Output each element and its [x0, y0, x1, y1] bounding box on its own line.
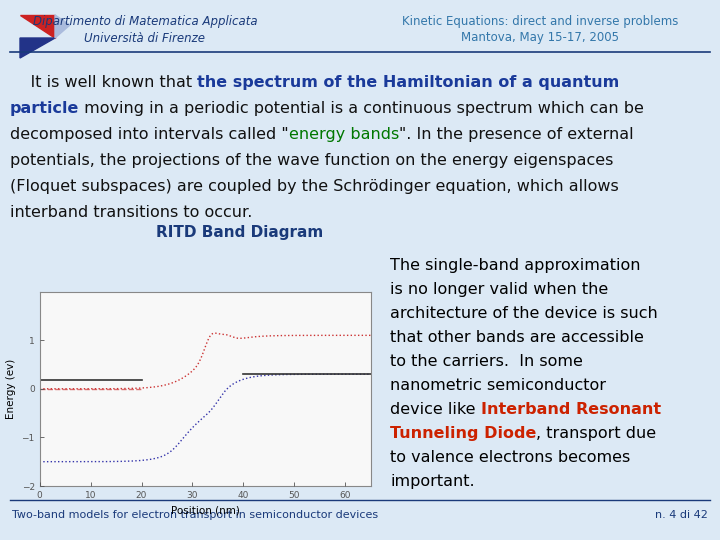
- Text: is no longer valid when the: is no longer valid when the: [390, 282, 608, 297]
- Text: Interband Resonant: Interband Resonant: [481, 402, 661, 417]
- Text: to the carriers.  In some: to the carriers. In some: [390, 354, 583, 369]
- Text: Kinetic Equations: direct and inverse problems: Kinetic Equations: direct and inverse pr…: [402, 16, 678, 29]
- Text: energy bands: energy bands: [289, 127, 399, 142]
- Text: nanometric semiconductor: nanometric semiconductor: [390, 378, 606, 393]
- Text: potentials, the projections of the wave function on the energy eigenspaces: potentials, the projections of the wave …: [10, 153, 613, 168]
- Text: Università di Firenze: Università di Firenze: [84, 31, 205, 44]
- Polygon shape: [20, 38, 55, 58]
- Text: , transport due: , transport due: [536, 426, 657, 441]
- Text: (Floquet subspaces) are coupled by the Schrödinger equation, which allows: (Floquet subspaces) are coupled by the S…: [10, 179, 618, 194]
- Text: Tunneling Diode: Tunneling Diode: [390, 426, 536, 441]
- Text: interband transitions to occur.: interband transitions to occur.: [10, 205, 253, 220]
- Text: Dipartimento di Matematica Applicata: Dipartimento di Matematica Applicata: [32, 16, 257, 29]
- Polygon shape: [55, 15, 70, 38]
- Text: important.: important.: [390, 474, 474, 489]
- Text: moving in a periodic potential is a continuous spectrum which can be: moving in a periodic potential is a cont…: [79, 101, 644, 116]
- Text: The single-band approximation: The single-band approximation: [390, 258, 641, 273]
- Text: particle: particle: [10, 101, 79, 116]
- Text: It is well known that: It is well known that: [10, 75, 197, 90]
- Text: that other bands are accessible: that other bands are accessible: [390, 330, 644, 345]
- Text: the spectrum of the Hamiltonian of a quantum: the spectrum of the Hamiltonian of a qua…: [197, 75, 619, 90]
- Text: RITD Band Diagram: RITD Band Diagram: [156, 225, 323, 240]
- Y-axis label: Energy (ev): Energy (ev): [6, 359, 16, 419]
- Text: device like: device like: [390, 402, 481, 417]
- Text: n. 4 di 42: n. 4 di 42: [655, 510, 708, 520]
- Text: Two-band models for electron transport in semiconductor devices: Two-band models for electron transport i…: [12, 510, 378, 520]
- Text: architecture of the device is such: architecture of the device is such: [390, 306, 658, 321]
- X-axis label: Position (nm): Position (nm): [171, 505, 240, 515]
- Polygon shape: [20, 15, 55, 38]
- Text: decomposed into intervals called ": decomposed into intervals called ": [10, 127, 289, 142]
- Text: ". In the presence of external: ". In the presence of external: [399, 127, 634, 142]
- Text: Mantova, May 15-17, 2005: Mantova, May 15-17, 2005: [461, 31, 619, 44]
- Text: to valence electrons becomes: to valence electrons becomes: [390, 450, 630, 465]
